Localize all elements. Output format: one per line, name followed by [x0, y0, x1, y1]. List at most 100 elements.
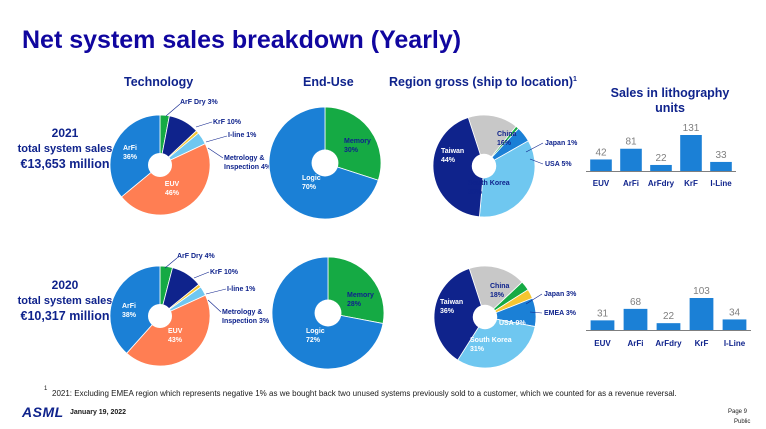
bar-krf [680, 135, 702, 171]
label-south-korea: South Korea 31% [470, 337, 512, 353]
bar-category-i-line: I-Line [724, 339, 746, 348]
bar-value-krf: 103 [693, 286, 710, 297]
slice-arfi [109, 265, 161, 354]
donut-hole [472, 304, 498, 330]
total-value-2020: €10,317 million [20, 309, 110, 323]
label-japan: Japan 3% [544, 291, 577, 298]
slice-memory [327, 256, 385, 324]
slice-south-korea [478, 140, 536, 218]
label-china: China 18% [490, 283, 510, 299]
slice-arfi [109, 114, 161, 198]
bar-arfdry [656, 323, 681, 330]
leader-line [165, 103, 181, 117]
bar-value-euv: 42 [595, 147, 607, 158]
label-i-line: I-line 1% [227, 286, 256, 293]
label-metrology-inspection: Metrology & Inspection 3% [222, 309, 270, 325]
label-krf: KrF 10% [213, 119, 242, 126]
bar-arfi [620, 148, 642, 171]
donut-hole [148, 304, 172, 328]
label-usa: USA 5% [545, 161, 572, 168]
classification: Public [734, 419, 751, 425]
label-china: China 16% [497, 131, 517, 147]
bar-euv [590, 320, 615, 330]
slice-china [468, 265, 523, 318]
pie-region-2021: China 16% Japan 1% USA 5% South Korea 35%Taiw… [432, 114, 578, 218]
footer-date: January 19, 2022 [70, 409, 127, 416]
region-heading-text: Region gross (ship to location) [389, 75, 574, 89]
slice-euv [126, 294, 211, 367]
bar-value-arfi: 81 [625, 137, 637, 148]
page-number: Page 9 [728, 409, 748, 415]
bar-category-arfdry: ArFdry [648, 179, 675, 188]
total-label-2021: total system sales [17, 143, 113, 155]
donut-hole [148, 153, 172, 177]
label-usa: USA 9% [499, 320, 526, 327]
donut-hole [311, 149, 339, 177]
end-use-heading: End-Use [303, 75, 354, 89]
bar-value-euv: 31 [597, 308, 609, 319]
bar-value-krf: 131 [683, 123, 700, 134]
bar-i-line [710, 161, 732, 171]
label-logic: Logic 72% [306, 328, 325, 344]
bar-category-euv: EUV [593, 179, 610, 188]
label-logic: Logic 70% [302, 175, 321, 191]
leader-line [525, 142, 544, 153]
bar-chart-litho-units-2021: 42 EUV 81 ArFi 22 ArFdry 131 KrF 33 I-Line [586, 123, 736, 188]
page-title: Net system sales breakdown (Yearly) [22, 26, 462, 54]
donut-hole [314, 299, 342, 327]
bar-category-arfi: ArFi [628, 339, 644, 348]
year-2021: 2021 [51, 126, 79, 140]
pie-region-2020: China 18% Japan 3% EMEA 3% USA 9% South Korea… [433, 265, 577, 369]
label-arfi: ArFi 36% [123, 145, 138, 161]
label-arf-dry: ArF Dry 3% [180, 99, 219, 106]
bar-value-i-line: 34 [729, 307, 741, 318]
bar-arfi [623, 308, 648, 330]
footnote-text: 2021: Excluding EMEA region which repres… [52, 389, 677, 398]
technology-heading: Technology [124, 75, 194, 89]
pie-technology-2020: ArF Dry 4% KrF 10% I-line 1% Metrology & Ins… [109, 253, 270, 367]
bar-chart-litho-units-2020: 31 EUV 68 ArFi 22 ArFdry 103 KrF 34 I-Line [586, 286, 751, 348]
bar-value-i-line: 33 [715, 150, 727, 161]
region-heading: Region gross (ship to location)1 [389, 75, 577, 89]
label-arf-dry: ArF Dry 4% [177, 253, 216, 260]
slice-taiwan [432, 116, 485, 218]
leader-line [205, 288, 227, 295]
leader-line [207, 299, 222, 313]
slice-taiwan [433, 267, 486, 361]
bar-category-i-line: I-Line [710, 179, 732, 188]
leader-line [529, 311, 543, 314]
label-memory: Memory 30% [344, 138, 371, 154]
leader-line [205, 135, 228, 143]
pie-technology-2021: ArF Dry 3% KrF 10% I-line 1% Metrology & Ins… [109, 99, 272, 216]
donut-hole [471, 153, 497, 179]
label-euv: EUV 43% [168, 328, 183, 344]
leader-line [529, 158, 544, 165]
label-japan: Japan 1% [545, 140, 578, 147]
bar-value-arfdry: 22 [655, 153, 667, 164]
total-label-2020: total system sales [17, 295, 113, 307]
label-emea: EMEA 3% [544, 310, 577, 317]
label-arfi: ArFi 38% [122, 303, 137, 319]
bar-category-arfdry: ArFdry [655, 339, 682, 348]
label-south-korea: South Korea 35% [468, 180, 510, 196]
asml-logo: ASML [22, 404, 64, 420]
leader-line [164, 257, 178, 269]
bar-euv [590, 159, 612, 171]
label-metrology-inspection: Metrology & Inspection 4% [224, 155, 272, 171]
bar-category-krf: KrF [684, 179, 698, 188]
bar-i-line [722, 319, 747, 330]
bar-category-euv: EUV [594, 339, 611, 348]
litho-heading: Sales in lithography units [610, 86, 730, 115]
leader-line [193, 271, 210, 279]
label-taiwan: Taiwan 36% [440, 299, 463, 315]
label-taiwan: Taiwan 44% [441, 148, 464, 164]
bar-value-arfi: 68 [630, 297, 642, 308]
label-krf: KrF 10% [210, 269, 239, 276]
total-value-2021: €13,653 million [20, 157, 110, 171]
label-i-line: I-line 1% [228, 132, 257, 139]
label-memory: Memory 28% [347, 292, 374, 308]
bar-krf [689, 298, 714, 330]
leader-line [207, 147, 224, 159]
footnote-mark: 1 [44, 386, 48, 392]
